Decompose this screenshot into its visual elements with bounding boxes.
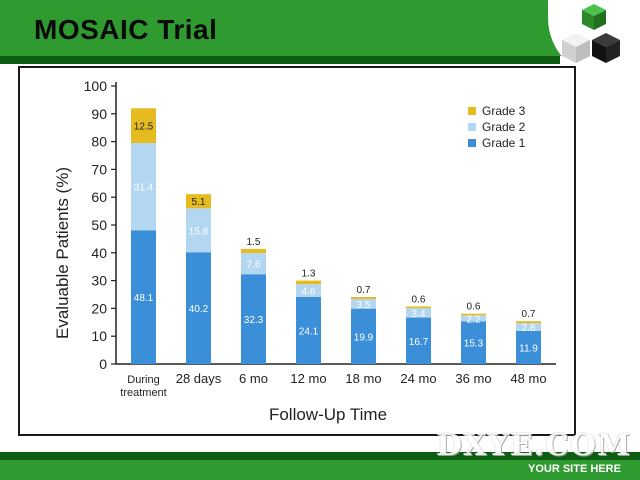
y-tick-label: 30	[91, 273, 107, 289]
y-tick-label: 60	[91, 189, 107, 205]
site-text: YOUR SITE HERE	[528, 463, 621, 475]
data-label: 19.9	[354, 332, 374, 343]
bar-segment-grade-1	[351, 308, 376, 364]
bar-segment-grade-3	[461, 313, 486, 316]
chart-frame: 0 10 20 30 40 50 60 70 80 90 100 48.1 31.4 12.5 Durin…	[18, 66, 576, 436]
x-tick-label: 24 mo	[400, 371, 436, 386]
y-tick-label: 20	[91, 300, 107, 316]
data-label: 15.8	[189, 226, 209, 237]
bar-segment-grade-2	[186, 208, 211, 253]
x-tick-label: 12 mo	[290, 371, 326, 386]
data-label: 7.6	[247, 260, 261, 271]
bar-segment-grade-2	[351, 298, 376, 309]
data-label: 0.7	[522, 309, 536, 320]
data-label: 16.7	[409, 337, 429, 348]
bar-segment-grade-1	[516, 330, 541, 364]
header-divider	[0, 56, 560, 64]
x-tick-label: 28 days	[176, 371, 222, 386]
y-tick-label: 70	[91, 161, 107, 177]
bar-segment-grade-3	[131, 108, 156, 143]
y-tick-label: 10	[91, 328, 107, 344]
legend-label: Grade 1	[482, 136, 526, 150]
data-label: 1.5	[247, 237, 261, 248]
x-tick-label: 36 mo	[455, 371, 491, 386]
y-axis-label: Evaluable Patients (%)	[53, 167, 72, 339]
watermark: DXYE.COM	[436, 428, 632, 463]
data-label: 0.6	[467, 302, 481, 313]
stacked-bar-chart: 0 10 20 30 40 50 60 70 80 90 100 48.1 31.4 12.5 Durin…	[53, 78, 556, 424]
bar-segment-grade-3	[241, 248, 266, 254]
legend-label: Grade 2	[482, 120, 526, 134]
data-label: 32.3	[244, 315, 264, 326]
x-tick-label: During	[127, 374, 159, 386]
y-tick-label: 40	[91, 245, 107, 261]
bar-segment-grade-2	[296, 284, 321, 298]
x-tick-label: 18 mo	[345, 371, 381, 386]
bar-segment-grade-2	[241, 253, 266, 275]
y-tick-label: 90	[91, 106, 107, 122]
bar-segment-grade-2	[131, 142, 156, 231]
y-tick-label: 100	[84, 78, 108, 94]
y-tick-label: 80	[91, 134, 107, 150]
chart-legend: Grade 3 Grade 2 Grade 1	[468, 104, 526, 150]
y-tick-label: 0	[99, 356, 107, 372]
x-tick-label: 6 mo	[239, 371, 268, 386]
bar-segment-grade-3	[351, 297, 376, 299]
bar-segment-grade-2	[516, 323, 541, 331]
data-label: 3.5	[357, 300, 371, 311]
data-label: 0.6	[412, 294, 426, 305]
legend-label: Grade 3	[482, 104, 526, 118]
x-tick-label: 48 mo	[510, 371, 546, 386]
data-label: 11.9	[519, 343, 538, 354]
data-label: 31.4	[134, 183, 154, 194]
data-label: 4.6	[302, 287, 316, 298]
cubes-logo-icon	[562, 4, 620, 63]
legend-swatch	[468, 123, 476, 131]
data-label: 0.7	[357, 285, 371, 296]
legend-swatch	[468, 107, 476, 115]
bar-segment-grade-3	[516, 321, 541, 324]
y-tick-label: 50	[91, 217, 107, 233]
x-tick-label: treatment	[120, 387, 166, 399]
data-label: 24.1	[299, 327, 319, 338]
data-label: 1.3	[302, 269, 316, 280]
bar-segment-grade-1	[461, 321, 486, 364]
footer-divider	[0, 452, 640, 460]
bar-segment-grade-3	[406, 306, 431, 309]
data-label: 48.1	[134, 293, 154, 304]
bar-segment-grade-3	[186, 194, 211, 209]
bar-segment-grade-1	[296, 297, 321, 364]
bar-segment-grade-2	[461, 315, 486, 322]
bar-segment-grade-1	[241, 274, 266, 364]
data-label: 40.2	[189, 304, 209, 315]
bar-segment-grade-2	[406, 308, 431, 318]
legend-swatch	[468, 139, 476, 147]
logo-badge	[548, 0, 640, 78]
bar-segment-grade-1	[186, 252, 211, 364]
data-label: 2.2	[467, 314, 481, 325]
data-label: 3.4	[412, 309, 426, 320]
slide-title: MOSAIC Trial	[34, 14, 218, 45]
bar-segment-grade-3	[296, 280, 321, 285]
bar-segment-grade-1	[131, 230, 156, 364]
data-label: 15.3	[464, 339, 484, 350]
data-label: 5.1	[192, 197, 206, 208]
data-label: 12.5	[134, 122, 154, 133]
header-bar	[0, 0, 640, 64]
x-axis-label: Follow-Up Time	[269, 405, 387, 424]
bar-segment-grade-1	[406, 317, 431, 364]
data-label: 2.8	[522, 323, 536, 334]
